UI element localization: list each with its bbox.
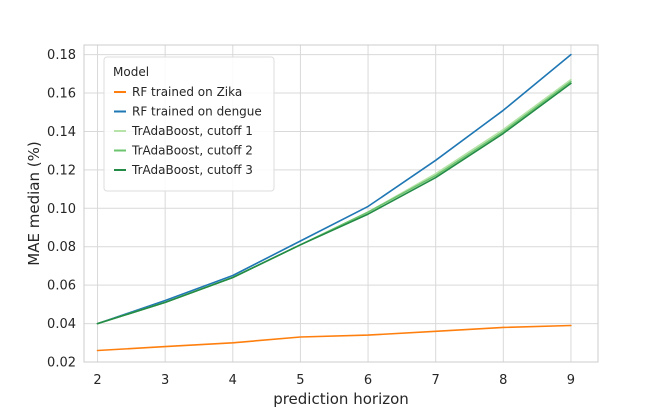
legend-item: TrAdaBoost, cutoff 1: [114, 124, 253, 138]
series-line: [96, 53, 572, 325]
x-tick-label: 8: [499, 373, 507, 388]
x-tick-label: 4: [229, 373, 237, 388]
x-tick-label: 6: [364, 373, 372, 388]
series-line: [96, 82, 572, 325]
x-tick-label: 7: [432, 373, 440, 388]
y-tick-label: 0.18: [47, 48, 76, 63]
y-tick-label: 0.02: [47, 356, 76, 371]
legend-box: [103, 56, 275, 192]
legend-item: TrAdaBoost, cutoff 3: [114, 163, 253, 177]
y-tick-label: 0.14: [47, 125, 76, 140]
legend-label: TrAdaBoost, cutoff 2: [131, 144, 253, 158]
legend-items: RF trained on Zika RF trained on dengue Tr…: [114, 85, 262, 177]
legend-item: TrAdaBoost, cutoff 2: [114, 144, 253, 158]
x-tick-label: 2: [93, 373, 101, 388]
y-tick-label: 0.10: [47, 202, 76, 217]
x-tick-label: 3: [161, 373, 169, 388]
legend-title: Model: [113, 65, 149, 79]
legend-label: RF trained on Zika: [132, 85, 242, 99]
y-tick-label: 0.08: [47, 240, 76, 255]
y-tick-label: 0.12: [47, 163, 76, 178]
legend-label: RF trained on dengue: [132, 105, 262, 119]
legend: Model RF trained on Zika RF trained on de…: [103, 56, 275, 192]
y-tick-label: 0.04: [47, 317, 76, 332]
series-line: [96, 324, 572, 352]
legend-item: RF trained on Zika: [114, 85, 242, 99]
series-lines: [96, 53, 572, 352]
x-axis-label: prediction horizon: [273, 390, 409, 408]
grid-lines: [84, 45, 598, 363]
legend-item: RF trained on dengue: [114, 105, 262, 119]
legend-label: TrAdaBoost, cutoff 3: [131, 163, 253, 177]
y-axis-label: MAE median (%): [25, 141, 43, 265]
y-tick-label: 0.06: [47, 279, 76, 294]
x-tick-label: 5: [296, 373, 304, 388]
plot-frame: [83, 44, 599, 363]
legend-label: TrAdaBoost, cutoff 1: [131, 124, 253, 138]
x-tick-label: 9: [567, 373, 575, 388]
axis-ticks: 2 3 4 5 6 7 8 9 0.02 0.04 0.06 0.08 0.10 0.12 0.14 0.16…: [47, 48, 575, 388]
y-tick-label: 0.16: [47, 87, 76, 102]
